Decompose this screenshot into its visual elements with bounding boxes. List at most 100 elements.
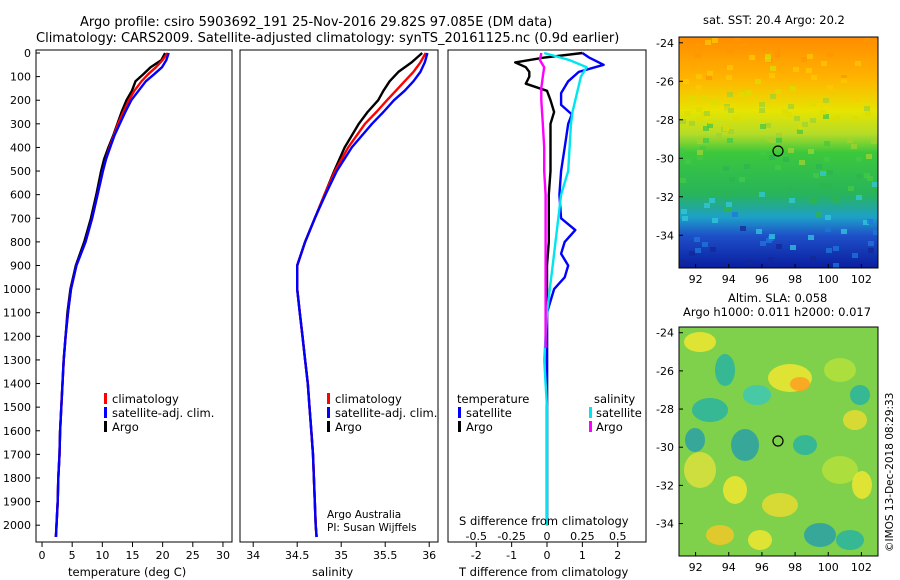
map-lon-label: 92 — [689, 273, 703, 286]
sst-pixel — [775, 165, 781, 170]
x-tick-label: 5 — [69, 549, 76, 562]
sst-pixel — [864, 37, 870, 42]
temperature-legend: climatology satellite-adj. clim. Argo — [104, 392, 214, 434]
s-diff-tick-label: 0.25 — [570, 530, 595, 543]
sla-anomaly-blob — [824, 358, 856, 382]
difference-series — [514, 51, 605, 526]
legend-t-argo-swatch — [458, 421, 461, 432]
map-lat-label: -28 — [656, 403, 674, 416]
depth-tick-label: 1200 — [3, 330, 31, 343]
sst-pixel — [695, 42, 701, 47]
map-lat-label: -30 — [656, 152, 674, 165]
x-tick-label: 0 — [544, 549, 551, 562]
sst-pixel — [852, 116, 858, 121]
series-satellite-adj-clim- — [296, 52, 429, 538]
sla-anomaly-blob — [793, 435, 817, 455]
sst-pixel — [867, 176, 873, 181]
sst-pixel — [696, 85, 702, 90]
sst-pixel — [841, 78, 847, 83]
x-tick-label: 0 — [39, 549, 46, 562]
depth-tick-label: 800 — [10, 236, 31, 249]
sst-pixel — [834, 115, 840, 120]
series-s-argo — [538, 52, 547, 349]
map-lon-label: 96 — [755, 561, 769, 574]
sst-pixel — [824, 157, 830, 162]
depth-tick-label: 1300 — [3, 354, 31, 367]
legend-salinity-header: salinity — [594, 392, 635, 406]
sst-pixel — [704, 111, 710, 116]
sst-pixel — [738, 44, 744, 49]
difference-s-axis: -0.5 -0.25 0 0.25 0.5 — [466, 530, 627, 543]
legend-satellite-swatch — [104, 407, 107, 418]
series-t-satellite — [545, 52, 605, 526]
sst-pixel — [690, 96, 696, 101]
sst-pixel — [739, 92, 745, 97]
sst-pixel — [783, 157, 789, 162]
sla-anomaly-blob — [723, 476, 747, 504]
map-lon-label: 94 — [722, 273, 736, 286]
sla-anomaly-blob — [715, 354, 735, 386]
x-tick-label: 36 — [422, 549, 436, 562]
map-lon-label: 94 — [722, 561, 736, 574]
depth-tick-label: 1700 — [3, 448, 31, 461]
s-diff-tick-label: -0.5 — [466, 530, 487, 543]
sst-pixel — [811, 75, 817, 80]
sla-anomaly-blob — [692, 398, 728, 422]
sla-anomaly-blob — [743, 385, 771, 405]
sla-anomaly-blob — [731, 429, 759, 461]
map-lon-label: 102 — [851, 561, 872, 574]
sla-argo-location-marker — [772, 435, 784, 447]
sst-pixel — [841, 229, 847, 234]
sst-pixel — [790, 245, 796, 250]
sst-pixel — [823, 98, 829, 103]
sst-map-axes: -24 -26 -28 -30 -32 -34 92 94 96 98 100 102 — [656, 37, 872, 286]
sst-pixel — [872, 182, 878, 187]
sst-pixel — [723, 126, 729, 131]
sla-texture — [684, 332, 872, 550]
sst-map — [679, 37, 878, 268]
x-tick-label: -2 — [471, 549, 482, 562]
sst-pixel — [775, 89, 781, 94]
map-lon-label: 96 — [755, 273, 769, 286]
sst-pixel — [744, 164, 750, 169]
salinity-xlabel: salinity — [312, 565, 353, 579]
depth-tick-label: 1900 — [3, 496, 31, 509]
sst-pixel — [770, 66, 776, 71]
depth-tick-label: 600 — [10, 189, 31, 202]
map-lat-label: -28 — [656, 114, 674, 127]
sst-pixel — [770, 138, 776, 143]
sst-pixel — [770, 94, 776, 99]
sst-pixel — [865, 111, 871, 116]
sst-pixel — [703, 126, 709, 131]
sst-pixel — [769, 234, 775, 239]
sst-pixel — [774, 52, 780, 57]
sst-pixel — [734, 37, 740, 42]
depth-axis: 0 100 200 300 400 500 600 700 800 900 1000 1100 1200… — [3, 47, 40, 532]
sst-pixel — [769, 73, 775, 78]
sst-pixel — [847, 138, 853, 143]
sst-pixel — [710, 247, 716, 252]
sst-pixel — [831, 195, 837, 200]
x-tick-label: 15 — [125, 549, 139, 562]
sst-pixel — [702, 95, 708, 100]
sla-anomaly-blob — [706, 525, 734, 545]
x-tick-label: 20 — [156, 549, 170, 562]
sla-anomaly-blob — [850, 385, 870, 405]
sst-pixel — [790, 86, 796, 91]
sst-pixel — [786, 112, 792, 117]
legend-s-satellite-swatch — [589, 407, 592, 418]
sst-pixel — [816, 164, 822, 169]
sst-pixel — [824, 141, 830, 146]
legend-satellite-swatch — [327, 407, 330, 418]
sla-anomaly-blob — [748, 530, 772, 550]
map-lat-label: -32 — [656, 191, 674, 204]
sst-pixel — [727, 92, 733, 97]
sst-pixel — [696, 117, 702, 122]
sla-anomaly-blob — [843, 410, 867, 430]
sst-pixel — [746, 90, 752, 95]
legend-t-argo-label: Argo — [466, 420, 493, 434]
sst-pixel — [725, 190, 731, 195]
map-lat-label: -26 — [656, 365, 674, 378]
sst-pixel — [807, 54, 813, 59]
sst-pixel — [827, 52, 833, 57]
